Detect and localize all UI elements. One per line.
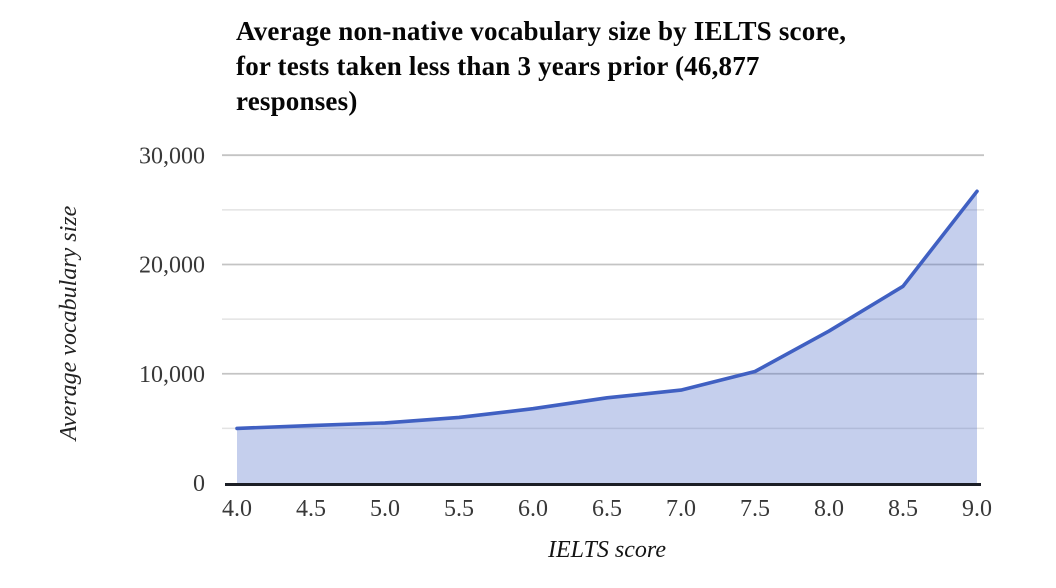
- x-tick-label: 7.0: [666, 496, 696, 522]
- trend-line: [235, 189, 979, 431]
- y-tick-label: 20,000: [139, 253, 205, 279]
- x-tick-label: 8.5: [888, 496, 918, 522]
- x-tick-label: 6.0: [518, 496, 548, 522]
- y-tick-label: 30,000: [139, 143, 205, 169]
- chart-title-line-2: for tests taken less than 3 years prior …: [236, 51, 760, 81]
- chart-title-line-3: responses): [236, 86, 358, 116]
- x-tick-label: 8.0: [814, 496, 844, 522]
- y-tick-label: 10,000: [139, 362, 205, 388]
- chart-title: Average non-native vocabulary size by IE…: [236, 14, 1056, 119]
- x-tick-label: 5.5: [444, 496, 474, 522]
- x-tick-label: 4.5: [296, 496, 326, 522]
- x-tick-label: 5.0: [370, 496, 400, 522]
- area-fill: [237, 191, 977, 484]
- x-tick-label: 6.5: [592, 496, 622, 522]
- x-axis-title: IELTS score: [548, 537, 666, 563]
- x-tick-label: 9.0: [962, 496, 992, 522]
- chart-title-line-1: Average non-native vocabulary size by IE…: [236, 16, 847, 46]
- x-tick-label: 7.5: [740, 496, 770, 522]
- y-tick-label: 0: [193, 471, 205, 497]
- x-tick-label: 4.0: [222, 496, 252, 522]
